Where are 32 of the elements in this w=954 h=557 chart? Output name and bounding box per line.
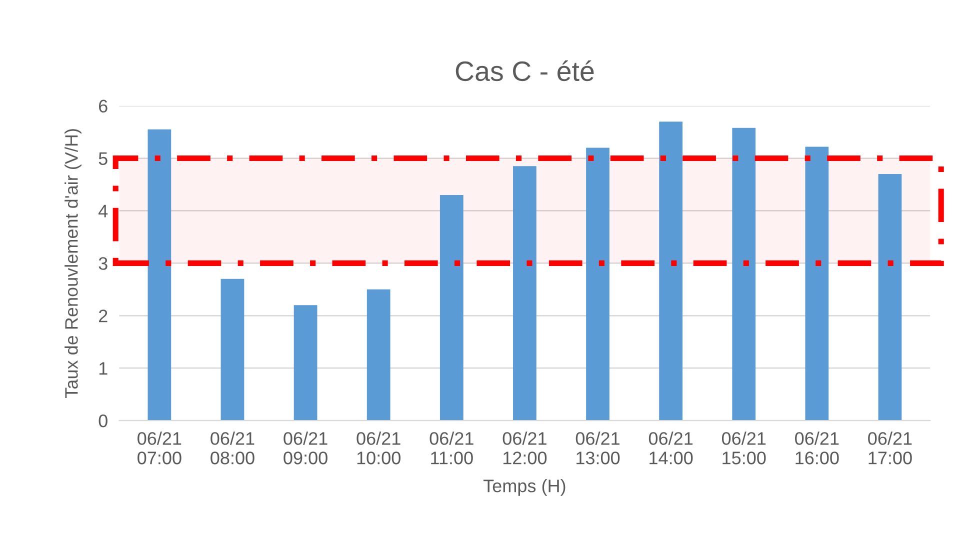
bar xyxy=(294,305,318,421)
x-tick-label: 06/21 10:00 xyxy=(356,432,400,464)
y-tick-label: 0 xyxy=(98,414,108,428)
y-axis-title: Taux de Renouvlement d'air (V/H) xyxy=(64,129,82,398)
bar xyxy=(220,278,244,421)
x-tick-label: 06/21 16:00 xyxy=(795,432,839,464)
x-tick-label: 06/21 11:00 xyxy=(430,432,474,464)
bar xyxy=(440,194,464,421)
bar xyxy=(878,174,902,421)
y-tick-label: 6 xyxy=(99,100,108,113)
chart-title: Cas C - été xyxy=(456,60,594,82)
x-tick-label: 06/21 15:00 xyxy=(722,432,766,464)
y-tick-label: 5 xyxy=(98,152,108,165)
x-tick-label: 06/21 07:00 xyxy=(138,432,182,464)
x-tick-label: 06/21 17:00 xyxy=(868,432,912,464)
bar xyxy=(659,122,682,421)
x-axis-title: Temps (H) xyxy=(483,479,566,496)
x-tick-label: 06/21 09:00 xyxy=(284,432,328,464)
y-tick-label: 1 xyxy=(99,362,108,375)
x-tick-label: 06/21 12:00 xyxy=(502,432,547,464)
y-tick-label: 3 xyxy=(98,257,108,270)
bar xyxy=(513,166,536,421)
bar xyxy=(586,148,610,421)
y-tick-label: 2 xyxy=(99,310,108,322)
x-tick-label: 06/21 08:00 xyxy=(210,432,254,464)
y-tick-label: 4 xyxy=(98,204,108,218)
bar xyxy=(732,128,756,421)
bar xyxy=(805,146,829,421)
x-tick-label: 06/21 13:00 xyxy=(576,432,620,464)
bar xyxy=(366,289,390,421)
x-tick-label: 06/21 14:00 xyxy=(648,432,693,464)
bar xyxy=(148,129,172,421)
